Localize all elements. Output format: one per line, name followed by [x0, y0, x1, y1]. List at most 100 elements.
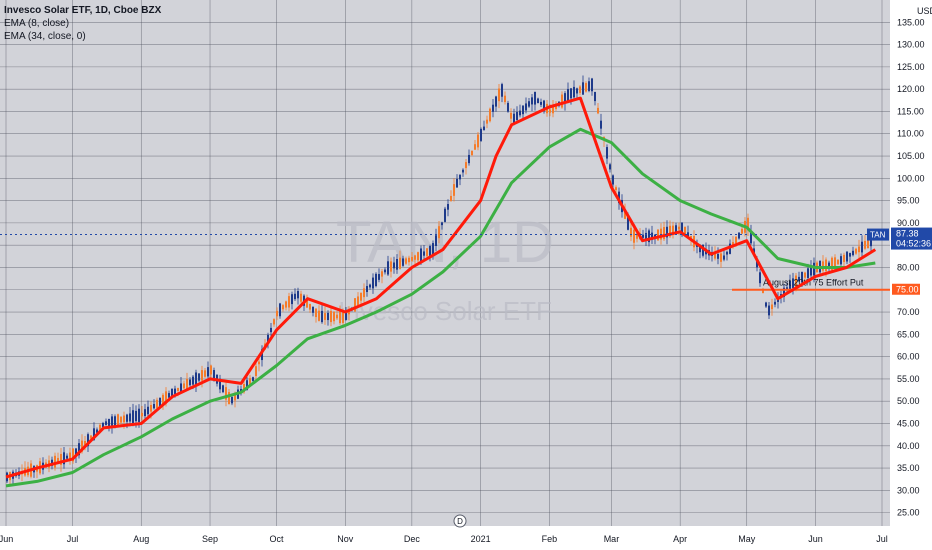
candle-body	[180, 383, 182, 393]
candle-body	[864, 240, 866, 249]
candle-body	[783, 287, 785, 297]
candle-body	[843, 254, 845, 263]
time-axis-panel[interactable]	[0, 526, 932, 550]
candle-body	[831, 257, 833, 271]
candle-body	[381, 271, 383, 277]
ema-fast-legend[interactable]: EMA (8, close)	[4, 18, 70, 29]
candle-body	[300, 293, 302, 302]
x-tick-label: Oct	[270, 534, 285, 544]
candle-body	[507, 102, 509, 112]
candle-body	[624, 210, 626, 219]
candle-body	[192, 376, 194, 385]
plot-area[interactable]	[0, 0, 890, 526]
last-price-tag: TAN 87.38 04:52:36	[867, 227, 932, 250]
candle-body	[189, 379, 191, 386]
candle-body	[345, 313, 347, 320]
y-tick-label: 65.00	[897, 329, 920, 339]
candle-body	[54, 455, 56, 468]
candle-body	[384, 269, 386, 273]
candle-body	[291, 294, 293, 305]
candle-body	[147, 406, 149, 415]
candle-body	[282, 305, 284, 310]
candle-body	[615, 187, 617, 191]
price-axis-panel[interactable]	[890, 0, 932, 526]
candle-body	[339, 309, 341, 324]
candle-body	[447, 204, 449, 210]
candle-body	[285, 301, 287, 308]
dividend-marker[interactable]: D	[453, 514, 467, 528]
candle-body	[420, 248, 422, 262]
symbol-title[interactable]: Invesco Solar ETF, 1D, Cboe BZX	[4, 5, 162, 16]
candle-body	[825, 259, 827, 272]
candle-body	[483, 126, 485, 131]
candle-body	[435, 235, 437, 246]
candle-body	[159, 397, 161, 406]
x-tick-label: Jun	[0, 534, 13, 544]
candle-body	[213, 370, 215, 380]
candle-body	[528, 101, 530, 107]
candle-body	[729, 243, 731, 254]
candle-body	[462, 169, 464, 173]
candle-body	[198, 373, 200, 381]
price-tag-price: 87.38	[896, 229, 919, 239]
x-tick-label: Jul	[67, 534, 79, 544]
candle-body	[312, 306, 314, 313]
x-tick-label: May	[738, 534, 756, 544]
x-tick-label: Apr	[673, 534, 687, 544]
candle-body	[513, 113, 515, 125]
candle-body	[270, 327, 272, 333]
candle-body	[243, 383, 245, 393]
candle-body	[762, 289, 764, 294]
candle-body	[678, 226, 680, 230]
candle-body	[666, 226, 668, 238]
x-tick-label: Sep	[202, 534, 218, 544]
candle-body	[510, 112, 512, 119]
candle-body	[309, 303, 311, 310]
candle-body	[855, 248, 857, 254]
candle-body	[519, 110, 521, 116]
y-tick-label: 120.00	[897, 84, 925, 94]
candle-body	[867, 237, 869, 248]
candle-body	[294, 293, 296, 300]
candle-body	[102, 422, 104, 428]
y-tick-label: 100.00	[897, 173, 925, 183]
x-tick-label: Jul	[876, 534, 888, 544]
time-axis: Jun Jul Aug Sep Oct Nov Dec 2021 Feb Mar Apr May Jun…	[0, 534, 888, 544]
candle-body	[156, 399, 158, 409]
x-tick-label: Aug	[133, 534, 149, 544]
candle-body	[126, 414, 128, 422]
candle-body	[636, 233, 638, 239]
y-tick-label: 30.00	[897, 485, 920, 495]
candle-body	[663, 227, 665, 240]
candle-body	[114, 416, 116, 426]
candle-body	[474, 144, 476, 150]
candle-body	[219, 378, 221, 390]
candle-body	[225, 387, 227, 400]
candle-body	[90, 435, 92, 439]
candle-body	[255, 366, 257, 377]
candle-body	[588, 81, 590, 91]
ema-slow-legend[interactable]: EMA (34, close, 0)	[4, 31, 86, 42]
candle-body	[246, 380, 248, 390]
y-tick-label: 115.00	[897, 106, 924, 116]
candle-body	[195, 372, 197, 386]
candle-body	[606, 147, 608, 159]
candle-body	[228, 392, 230, 405]
y-tick-label: 25.00	[897, 508, 920, 518]
candle-body	[726, 251, 728, 255]
candle-body	[411, 256, 413, 261]
candle-body	[828, 262, 830, 267]
candle-body	[771, 304, 773, 310]
candle-body	[141, 412, 143, 417]
candle-body	[774, 301, 776, 305]
x-tick-label: Mar	[604, 534, 620, 544]
candle-body	[495, 96, 497, 107]
candle-body	[183, 383, 185, 389]
candle-body	[249, 378, 251, 387]
candle-body	[735, 236, 737, 244]
candle-body	[459, 174, 461, 180]
candle-body	[57, 457, 59, 464]
candle-body	[630, 227, 632, 237]
candle-body	[810, 266, 812, 276]
